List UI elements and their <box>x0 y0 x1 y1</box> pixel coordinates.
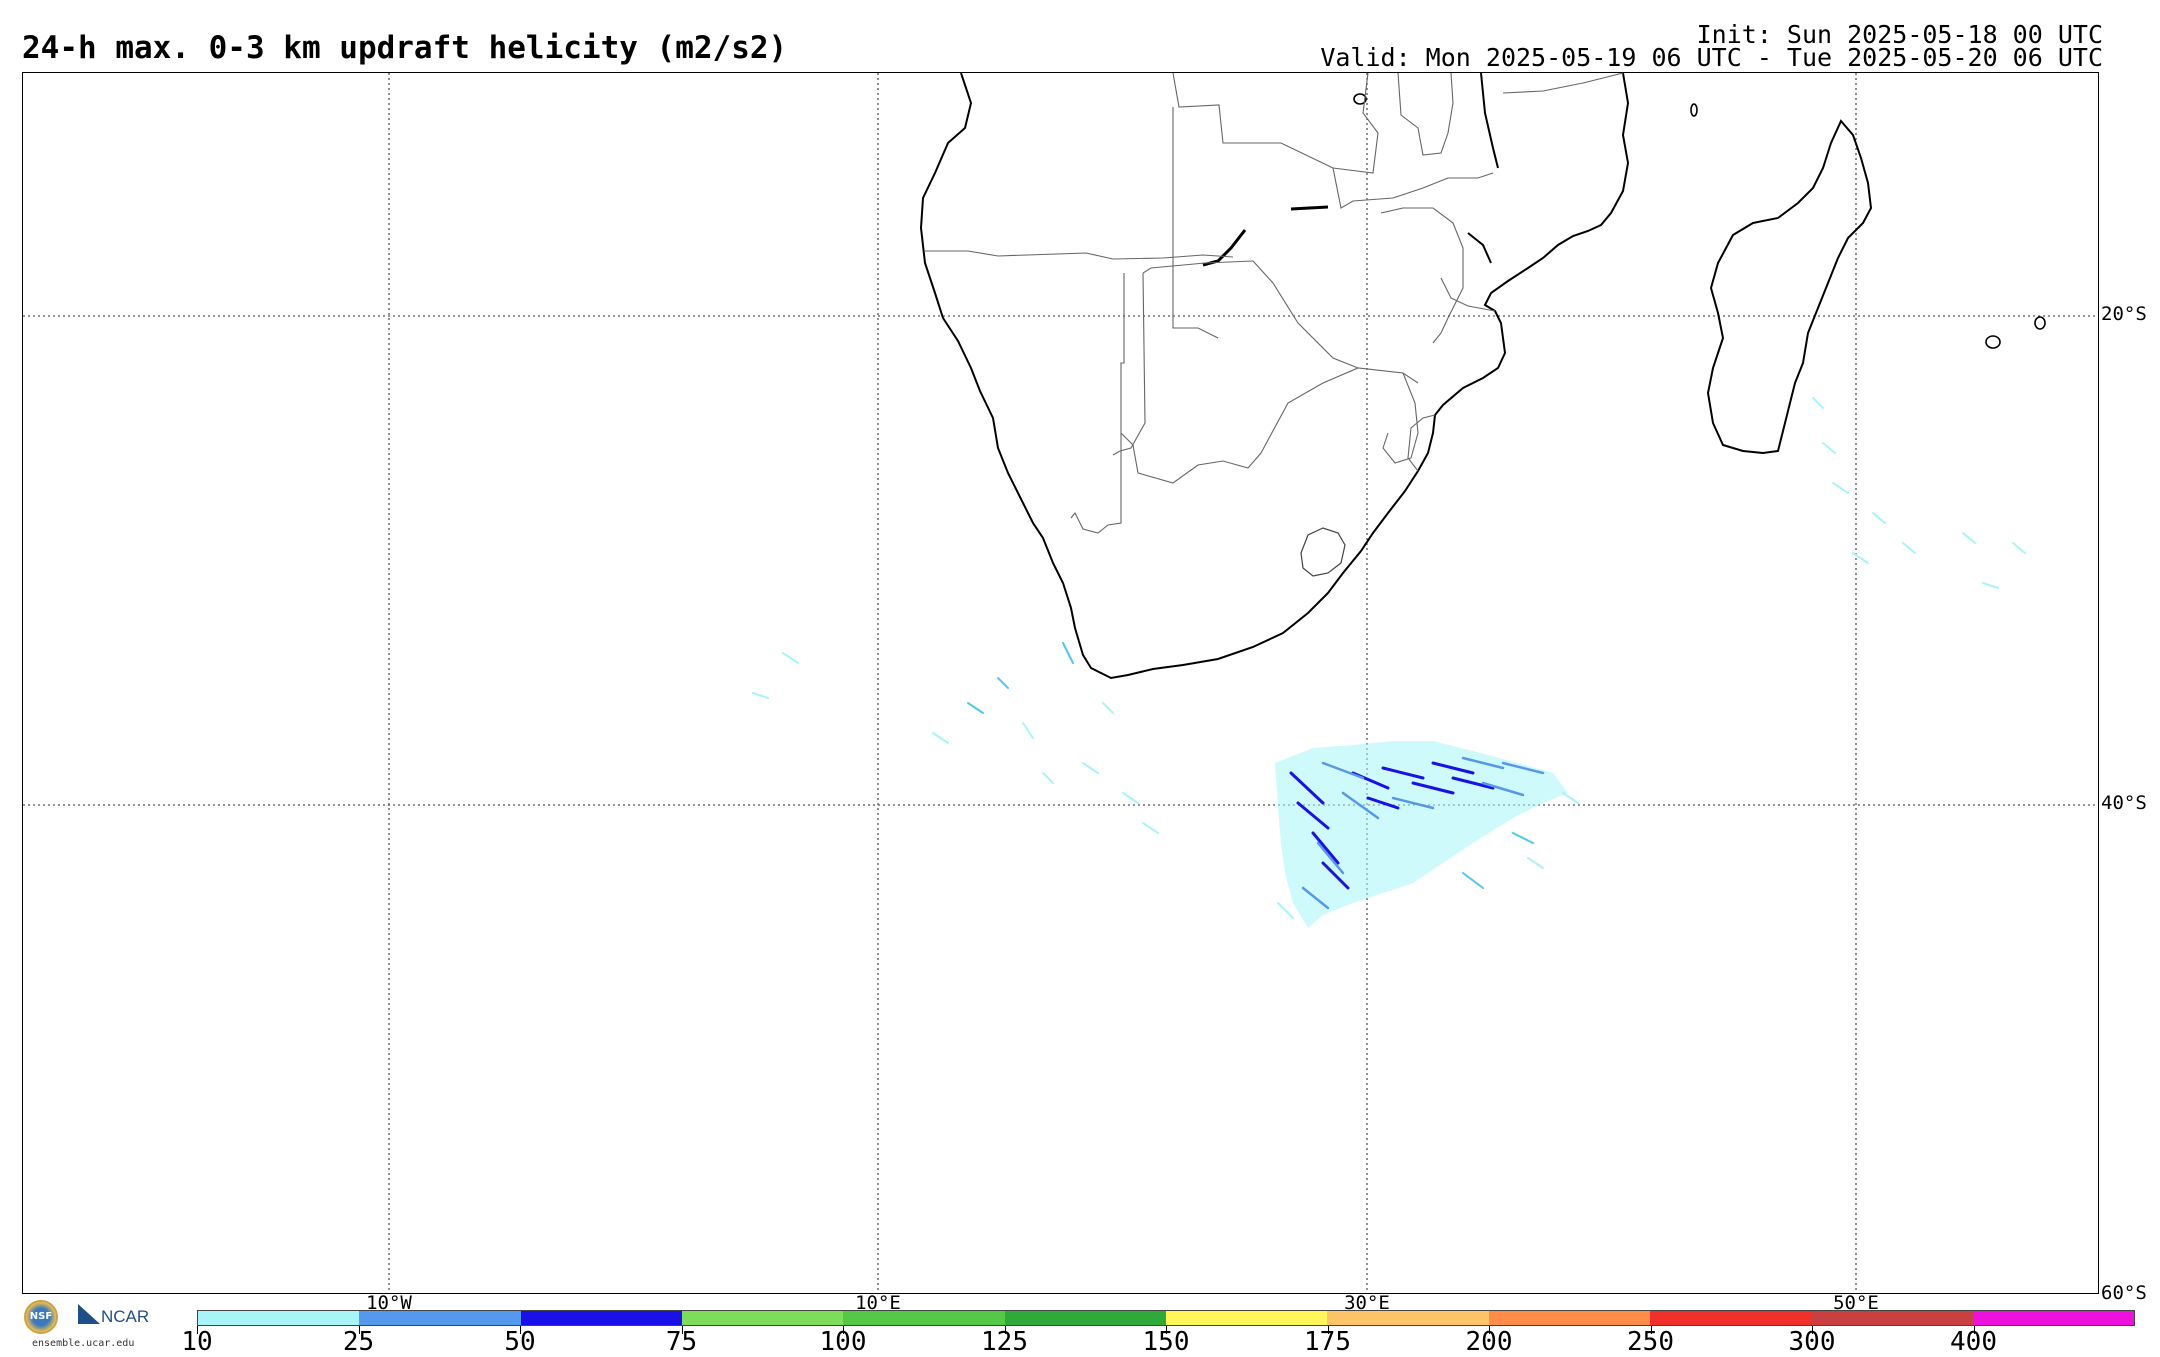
colorbar-tick-label: 300 <box>1788 1327 1836 1357</box>
colorbar-segment <box>198 1311 360 1325</box>
madagascar <box>1706 119 1873 455</box>
colorbar-tick-label: 200 <box>1465 1327 1513 1357</box>
site-url: ensemble.ucar.edu <box>32 1338 135 1349</box>
colorbar-tick-label: 10 <box>181 1327 213 1357</box>
colorbar-tick-label: 175 <box>1304 1327 1351 1357</box>
colorbar-tick <box>1973 1326 1975 1334</box>
colorbar-tick <box>520 1326 521 1334</box>
colorbar-tick-label: 100 <box>819 1327 867 1357</box>
country-borders <box>925 73 1624 534</box>
lat-label-20s: 20°S <box>2101 303 2147 325</box>
lon-label-10w: 10°W <box>366 1292 412 1314</box>
init-time: Init: Sun 2025-05-18 00 UTC <box>1696 20 2103 49</box>
lesotho-border <box>1300 527 1346 577</box>
lon-label-30e: 30°E <box>1344 1292 1390 1314</box>
graticule <box>23 73 2098 1293</box>
colorbar-segment <box>1649 1311 1812 1325</box>
colorbar-segment <box>359 1311 521 1325</box>
colorbar-tick-label: 125 <box>981 1327 1028 1357</box>
helicity-swaths <box>752 397 2026 928</box>
logo-block: NSF NCAR ensemble.ucar.edu <box>22 1296 162 1352</box>
colorbar-segment <box>1004 1311 1166 1325</box>
colorbar-segment <box>1165 1311 1328 1325</box>
colorbar-tick <box>1004 1326 1006 1334</box>
ncar-logo-mark <box>78 1304 100 1324</box>
colorbar-segment <box>1972 1311 2134 1325</box>
colorbar-tick-label: 400 <box>1950 1327 1997 1357</box>
colorbar-segment <box>843 1311 1005 1325</box>
lon-label-50e: 50°E <box>1833 1292 1879 1314</box>
valid-time: Valid: Mon 2025-05-19 06 UTC - Tue 2025-… <box>1320 43 2103 72</box>
colorbar-tick <box>843 1326 844 1334</box>
lat-label-60s: 60°S <box>2101 1282 2147 1304</box>
colorbar-segment <box>1811 1311 1973 1325</box>
colorbar-tick <box>197 1326 198 1334</box>
map-title: 24-h max. 0-3 km updraft helicity (m2/s2… <box>22 30 788 66</box>
colorbar <box>197 1310 2135 1326</box>
colorbar-segment <box>1327 1311 1489 1325</box>
colorbar-tick-label: 75 <box>665 1327 698 1357</box>
lat-label-40s: 40°S <box>2101 792 2147 814</box>
colorbar-tick <box>1812 1326 1813 1334</box>
africa-coastline <box>919 73 1630 680</box>
nsf-logo: NSF <box>24 1300 58 1334</box>
colorbar-tick <box>358 1326 360 1334</box>
colorbar-segment <box>520 1311 682 1325</box>
colorbar-tick-label: 250 <box>1627 1327 1674 1357</box>
colorbar-tick <box>1166 1326 1167 1334</box>
map-canvas <box>23 73 2098 1293</box>
colorbar-tick <box>1489 1326 1490 1334</box>
colorbar-segment <box>1488 1311 1650 1325</box>
map-panel <box>22 72 2099 1294</box>
colorbar-segment <box>681 1311 844 1325</box>
colorbar-tick-label: 25 <box>342 1327 375 1357</box>
colorbar-tick <box>1650 1326 1652 1334</box>
lon-label-10e: 10°E <box>855 1292 901 1314</box>
colorbar-tick <box>681 1326 683 1334</box>
colorbar-tick <box>1327 1326 1329 1334</box>
ncar-logo: NCAR <box>101 1307 150 1326</box>
colorbar-tick-label: 150 <box>1142 1327 1190 1357</box>
colorbar-tick-label: 50 <box>504 1327 536 1357</box>
